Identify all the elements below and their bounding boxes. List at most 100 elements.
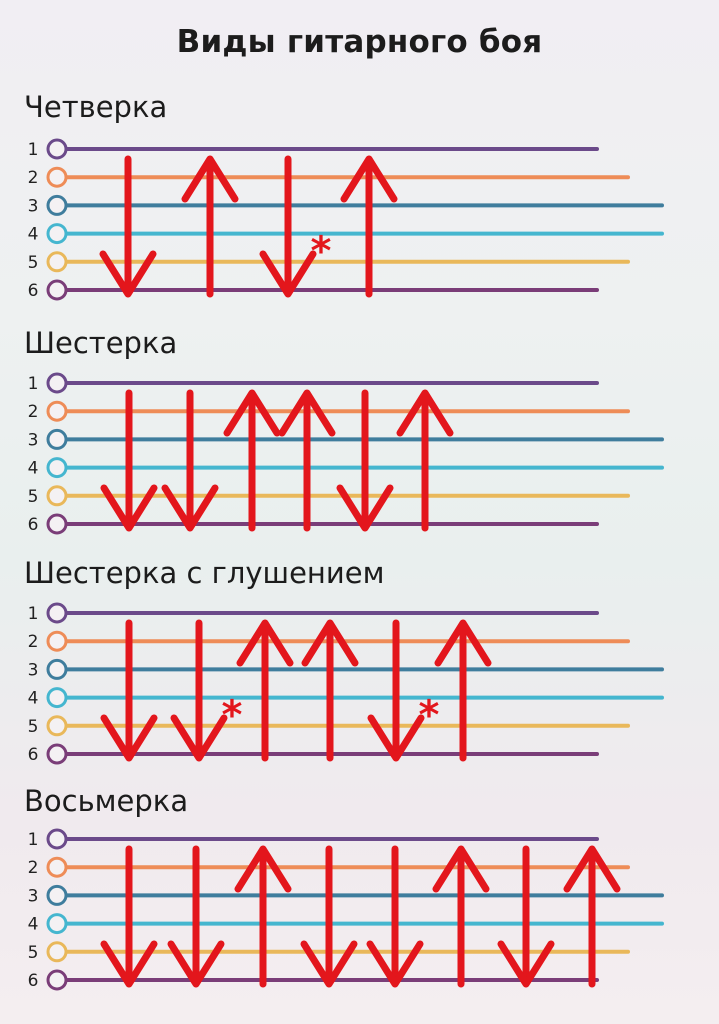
staff-4: 1 2 3 4 5 6	[28, 828, 664, 991]
strum-up-arrow	[563, 845, 621, 988]
string-circle	[46, 251, 68, 273]
strum-up-arrow	[181, 155, 239, 298]
string-number: 2	[28, 632, 39, 652]
arrow-head	[181, 155, 239, 203]
string-circle	[46, 400, 68, 422]
string-number: 3	[28, 886, 39, 906]
strum-up-arrow	[301, 619, 359, 762]
staff-1: 1 2 3 4 5 6 *	[28, 138, 664, 301]
string-number: 5	[28, 253, 39, 273]
staff-3: 1 2 3 4 5 6 * *	[28, 602, 664, 765]
strum-up-arrow	[340, 155, 398, 298]
strum-down-arrow	[366, 845, 424, 988]
page-title: Виды гитарного боя	[176, 24, 543, 60]
string-number: 1	[28, 374, 39, 394]
string-number: 1	[28, 140, 39, 160]
string-circle	[46, 828, 68, 850]
string-number: 4	[28, 225, 39, 245]
string-circle	[46, 856, 68, 878]
strum-down-arrow	[100, 845, 158, 988]
string-number: 2	[28, 402, 39, 422]
section-title-shesterka: Шестерка	[24, 326, 178, 360]
string-circle	[46, 630, 68, 652]
string-circle	[46, 913, 68, 935]
arrow-head	[497, 940, 555, 988]
strum-down-arrow	[161, 389, 219, 532]
string-number: 5	[28, 487, 39, 507]
string-circle	[46, 194, 68, 216]
staff-2: 1 2 3 4 5 6	[28, 372, 664, 535]
arrow-head	[100, 714, 158, 762]
arrow-head	[367, 714, 425, 762]
arrow-head	[167, 940, 225, 988]
strum-down-arrow	[170, 619, 228, 762]
strum-down-arrow	[100, 389, 158, 532]
arrow-head	[259, 250, 317, 298]
string-circle	[46, 372, 68, 394]
string-circle	[46, 687, 68, 709]
strum-up-arrow	[396, 389, 454, 532]
arrow-head	[366, 940, 424, 988]
section-title-vosmerka: Восьмерка	[24, 784, 189, 818]
string-number: 3	[28, 660, 39, 680]
arrow-head	[340, 155, 398, 203]
string-number: 5	[28, 943, 39, 963]
string-number: 1	[28, 830, 39, 850]
strum-up-arrow	[278, 389, 336, 532]
string-number: 3	[28, 430, 39, 450]
arrow-head	[563, 845, 621, 893]
mute-asterisk: *	[222, 693, 243, 739]
strum-down-arrow	[497, 845, 555, 988]
string-circle	[46, 166, 68, 188]
arrow-head	[301, 619, 359, 667]
strum-up-arrow	[223, 389, 281, 532]
arrow-head	[336, 484, 394, 532]
string-number: 6	[28, 515, 39, 535]
string-number: 2	[28, 168, 39, 188]
strum-down-arrow	[259, 155, 317, 298]
strum-down-arrow	[167, 845, 225, 988]
arrow-head	[234, 845, 292, 893]
string-number: 5	[28, 717, 39, 737]
string-number: 6	[28, 971, 39, 991]
string-circle	[46, 715, 68, 737]
string-number: 4	[28, 689, 39, 709]
strum-up-arrow	[432, 845, 490, 988]
string-circle	[46, 457, 68, 479]
string-number: 2	[28, 858, 39, 878]
mute-asterisk: *	[311, 229, 332, 275]
section-title-chetverka: Четверка	[24, 90, 168, 124]
strum-down-arrow	[367, 619, 425, 762]
strum-down-arrow	[300, 845, 358, 988]
string-number: 4	[28, 915, 39, 935]
string-circle	[46, 602, 68, 624]
string-number: 6	[28, 745, 39, 765]
section-title-shesterka-mute: Шестерка с глушением	[24, 556, 385, 590]
arrow-head	[434, 619, 492, 667]
string-circle	[46, 941, 68, 963]
strum-down-arrow	[336, 389, 394, 532]
arrow-head	[236, 619, 294, 667]
string-circle	[46, 485, 68, 507]
strum-down-arrow	[99, 155, 157, 298]
string-circle	[46, 969, 68, 991]
string-number: 3	[28, 196, 39, 216]
strum-up-arrow	[234, 845, 292, 988]
arrow-head	[99, 250, 157, 298]
strum-up-arrow	[236, 619, 294, 762]
string-circle	[46, 428, 68, 450]
arrow-head	[396, 389, 454, 437]
arrow-head	[100, 940, 158, 988]
string-circle	[46, 279, 68, 301]
arrow-head	[278, 389, 336, 437]
string-circle	[46, 513, 68, 535]
string-circle	[46, 658, 68, 680]
strum-down-arrow	[100, 619, 158, 762]
string-circle	[46, 743, 68, 765]
string-number: 6	[28, 281, 39, 301]
string-circle	[46, 138, 68, 160]
arrow-head	[223, 389, 281, 437]
arrow-head	[170, 714, 228, 762]
string-number: 4	[28, 459, 39, 479]
string-number: 1	[28, 604, 39, 624]
